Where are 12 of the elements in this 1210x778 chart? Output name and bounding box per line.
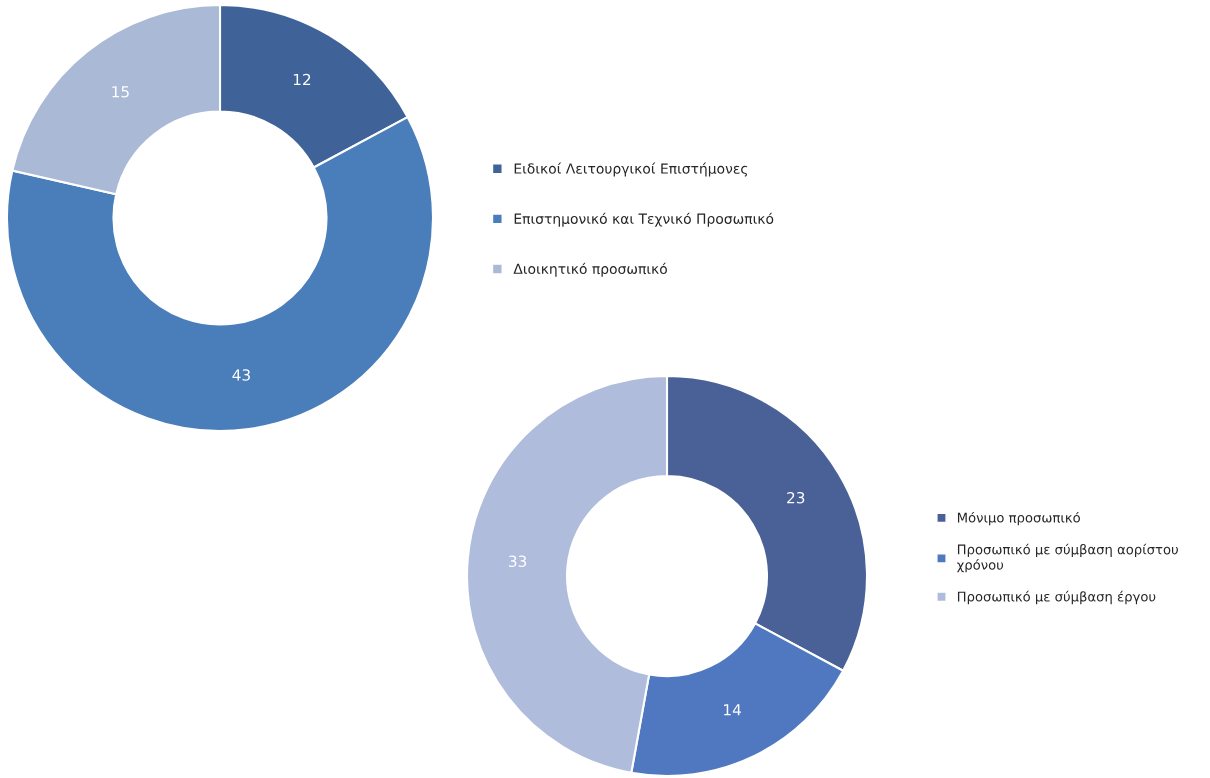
legend-label: Επιστημονικό και Τεχνικό Προσωπικό	[514, 212, 774, 227]
data-label: 12	[293, 73, 311, 86]
legend-label: Προσωπικό με σύμβαση έργου	[957, 590, 1156, 605]
data-label: 43	[232, 369, 250, 381]
data-label: 33	[509, 555, 527, 567]
legend-label: Ειδικοί Λειτουργικοί Επιστήμονες	[514, 162, 748, 177]
data-label: 14	[724, 704, 741, 716]
legend-label: Προσωπικό με σύμβαση αορίστου χρόνου	[957, 543, 1178, 573]
legend-label: Διοικητικό προσωπικό	[513, 262, 667, 277]
legend-label: Μόνιμο προσωπικό	[957, 511, 1080, 526]
data-label: 15	[112, 86, 129, 98]
data-label: 23	[787, 491, 805, 504]
